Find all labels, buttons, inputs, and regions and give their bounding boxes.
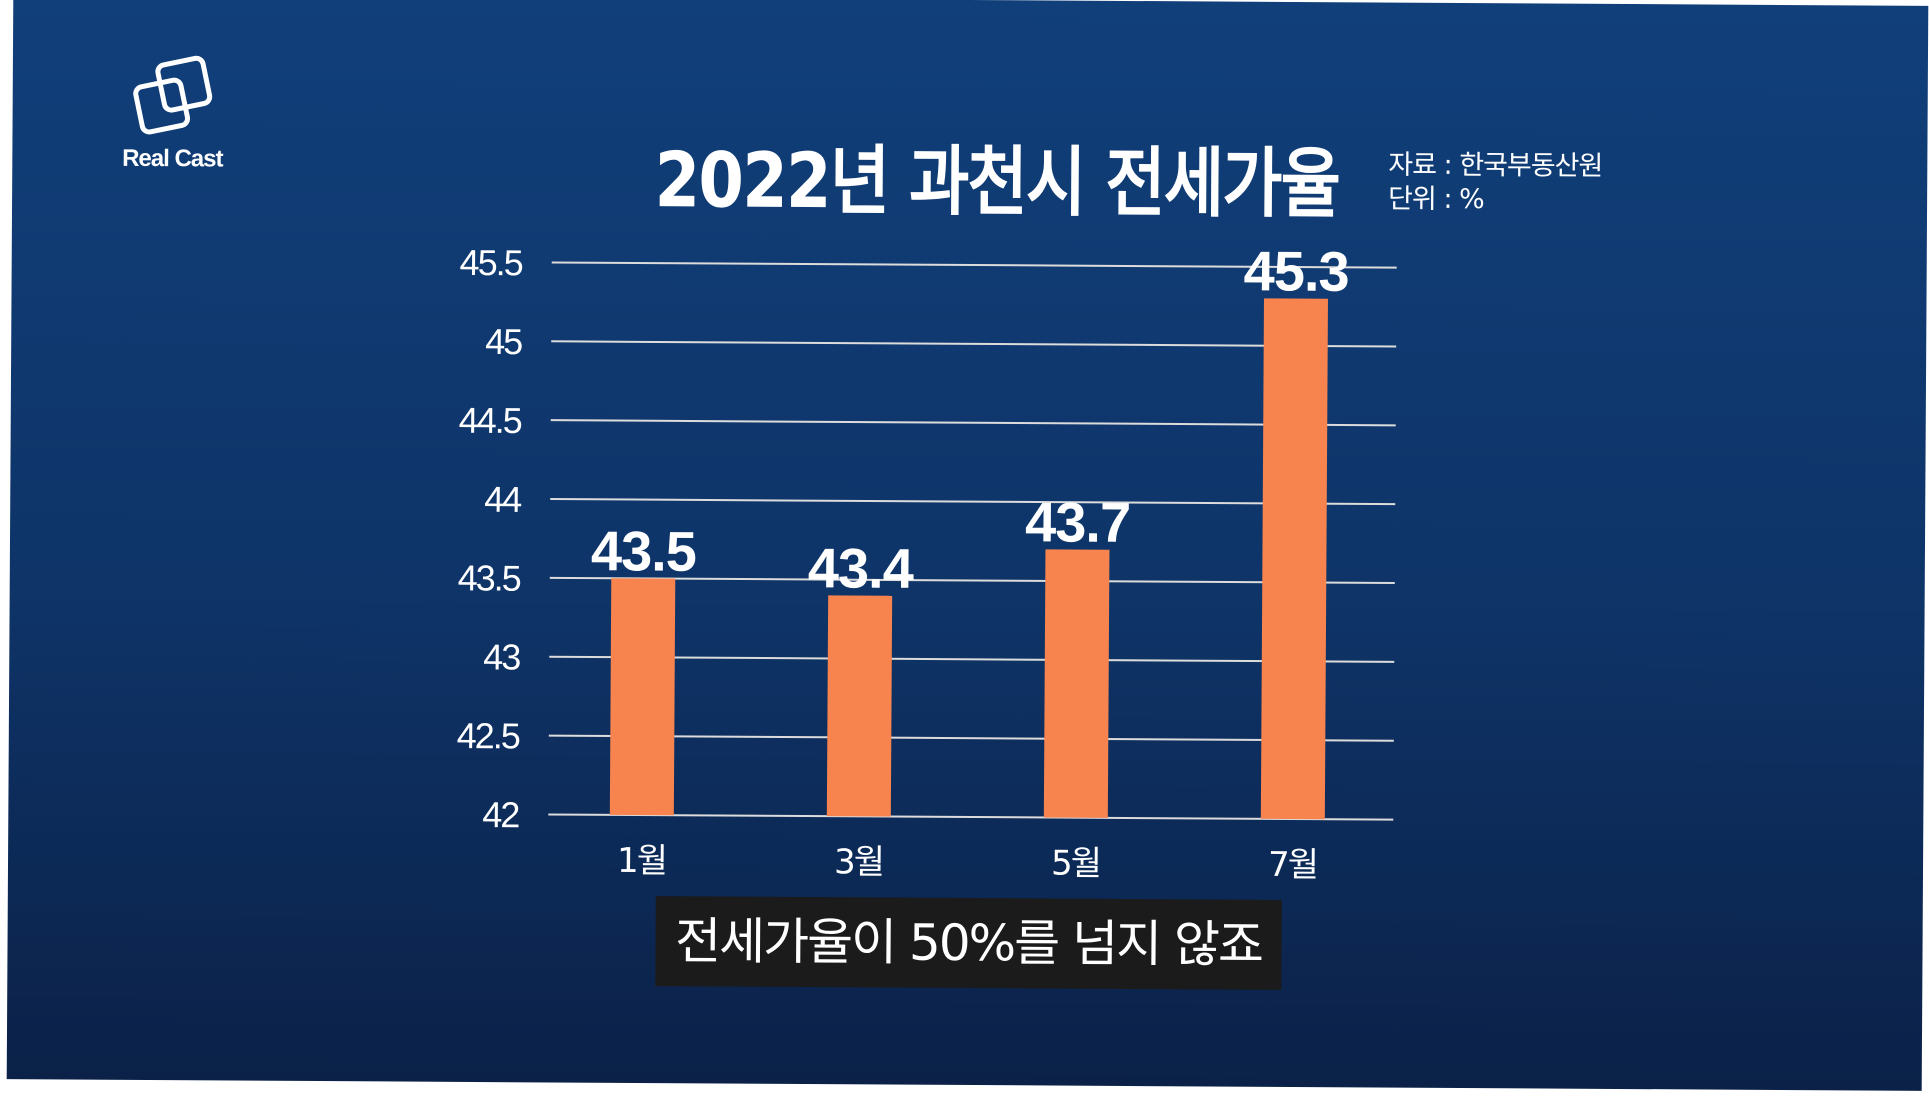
grid-line <box>548 813 1394 821</box>
y-tick-label: 45 <box>485 321 522 362</box>
bar <box>609 578 676 816</box>
data-label: 45.3 <box>1243 239 1348 303</box>
data-label: 43.4 <box>808 536 914 600</box>
bar <box>1043 549 1110 818</box>
y-tick-label: 42.5 <box>457 715 520 756</box>
data-label: 43.5 <box>591 519 696 583</box>
y-tick-label: 43.5 <box>458 557 521 598</box>
grid-line <box>551 340 1397 348</box>
x-tick-label: 5월 <box>1051 844 1100 884</box>
x-tick-label: 7월 <box>1268 845 1317 885</box>
y-tick-label: 45.5 <box>459 242 522 283</box>
grid-line <box>549 655 1395 663</box>
grid-line <box>551 261 1397 269</box>
x-axis-ticks: 1월 3월 5월 7월 <box>617 841 1317 885</box>
slide-background: Real Cast 2022년 과천시 전세가율 자료 : 한국부동산원 단위 … <box>6 0 1929 1091</box>
bars <box>609 298 1328 820</box>
bar <box>826 595 893 817</box>
grid-line <box>548 734 1394 742</box>
data-label: 43.7 <box>1025 490 1130 554</box>
y-tick-label: 44 <box>484 479 521 520</box>
data-labels: 43.5 43.4 43.7 45.3 <box>591 239 1349 600</box>
caption-subtitle: 전세가율이 50%를 넘지 않죠 <box>655 896 1282 990</box>
x-tick-label: 1월 <box>617 841 666 881</box>
grid-line <box>549 576 1395 585</box>
y-tick-label: 43 <box>483 636 520 677</box>
overlapping-squares-icon <box>133 55 213 135</box>
bar-chart: 42 42.5 43 43.5 44 44.5 45 45.5 43.5 43.4 43.7 45.… <box>457 239 1397 885</box>
y-axis-ticks: 42 42.5 43 43.5 44 44.5 45 45.5 <box>457 242 523 835</box>
bar <box>1260 298 1328 820</box>
grid-line <box>550 419 1396 427</box>
x-tick-label: 3월 <box>834 842 883 882</box>
y-tick-label: 42 <box>482 794 519 835</box>
y-tick-label: 44.5 <box>459 400 522 441</box>
grid-line <box>550 498 1396 506</box>
grid-lines <box>548 261 1397 821</box>
logo: Real Cast <box>112 53 233 184</box>
